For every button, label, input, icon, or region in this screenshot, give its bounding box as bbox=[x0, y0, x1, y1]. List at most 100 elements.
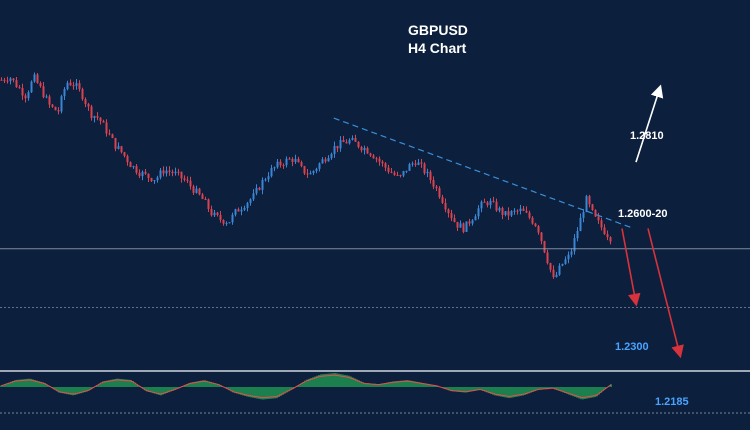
candle-body bbox=[243, 208, 246, 210]
candle-body bbox=[279, 161, 282, 166]
candle-body bbox=[324, 159, 327, 162]
candle-body bbox=[210, 209, 213, 216]
candle-body bbox=[468, 221, 471, 224]
candle-body bbox=[576, 231, 579, 239]
candle-body bbox=[411, 163, 414, 165]
chart-subtitle: H4 Chart bbox=[408, 40, 467, 56]
candle-body bbox=[579, 217, 582, 232]
projection-arrows bbox=[621, 84, 684, 359]
candle-body bbox=[582, 211, 585, 218]
candle-body bbox=[60, 96, 63, 112]
candle-body bbox=[453, 218, 456, 222]
candle-body bbox=[375, 158, 378, 160]
candle-body bbox=[606, 234, 609, 238]
chart-title: GBPUSD bbox=[408, 22, 468, 38]
candle-body bbox=[237, 209, 240, 212]
candle-body bbox=[399, 175, 402, 177]
candle-body bbox=[150, 178, 153, 182]
candle-body bbox=[426, 171, 429, 174]
candle-body bbox=[183, 178, 186, 180]
candle-body bbox=[216, 212, 219, 215]
candle-body bbox=[192, 186, 195, 193]
candle-body bbox=[84, 99, 87, 105]
candle-body bbox=[330, 153, 333, 158]
projection-arrow-0 bbox=[635, 84, 664, 163]
candle-body bbox=[264, 179, 267, 181]
candle-body bbox=[207, 199, 210, 210]
candle-body bbox=[510, 211, 513, 216]
candle-body bbox=[480, 201, 483, 209]
candle-body bbox=[507, 211, 510, 216]
candle-body bbox=[105, 122, 108, 134]
candle-body bbox=[393, 172, 396, 175]
candle-body bbox=[423, 163, 426, 174]
candle-body bbox=[90, 106, 93, 118]
candle-body bbox=[18, 87, 21, 89]
candle-body bbox=[288, 158, 291, 160]
candle-body bbox=[168, 170, 171, 172]
candle-body bbox=[432, 179, 435, 187]
candle-body bbox=[492, 200, 495, 202]
candle-body bbox=[120, 146, 123, 153]
candle-body bbox=[378, 158, 381, 162]
candle-body bbox=[381, 161, 384, 164]
candle-body bbox=[528, 212, 531, 218]
candle-body bbox=[366, 148, 369, 154]
level-label-1-2185: 1.2185 bbox=[655, 396, 689, 408]
candle-body bbox=[519, 208, 522, 211]
candle-body bbox=[27, 92, 30, 99]
candle-body bbox=[543, 241, 546, 253]
level-label-1-2300: 1.2300 bbox=[615, 341, 649, 353]
projection-arrow-2 bbox=[647, 228, 684, 359]
candle-body bbox=[390, 171, 393, 173]
candle-body bbox=[522, 208, 525, 211]
candle-body bbox=[42, 86, 45, 98]
trendline-layer bbox=[333, 117, 634, 230]
candle-body bbox=[117, 146, 120, 149]
candle-body bbox=[261, 180, 264, 190]
candle-body bbox=[294, 158, 297, 162]
candle-body bbox=[96, 116, 99, 118]
candle-body bbox=[477, 208, 480, 217]
candle-body bbox=[108, 133, 111, 135]
candle-body bbox=[321, 159, 324, 164]
candle-body bbox=[306, 173, 309, 175]
candle-body bbox=[147, 173, 150, 179]
candle-body bbox=[171, 171, 174, 174]
candle-body bbox=[465, 221, 468, 232]
candle-body bbox=[81, 89, 84, 100]
candle-body bbox=[495, 201, 498, 211]
candle-body bbox=[471, 220, 474, 224]
candle-body bbox=[141, 171, 144, 177]
candle-body bbox=[3, 79, 6, 81]
candle-body bbox=[195, 188, 198, 193]
candle-body bbox=[63, 89, 66, 97]
candle-body bbox=[267, 176, 270, 180]
candle-body bbox=[69, 82, 72, 86]
level-label-1-2600-20: 1.2600-20 bbox=[618, 208, 668, 220]
candle-body bbox=[186, 179, 189, 181]
candle-body bbox=[0, 79, 3, 81]
candle-body bbox=[414, 163, 417, 165]
candle-body bbox=[525, 210, 528, 213]
candle-body bbox=[189, 180, 192, 187]
candle-body bbox=[198, 188, 201, 195]
candle-body bbox=[33, 74, 36, 82]
candle-body bbox=[36, 74, 39, 84]
candle-body bbox=[555, 274, 558, 278]
candle-body bbox=[228, 222, 231, 224]
candle-body bbox=[486, 202, 489, 206]
candle-body bbox=[144, 171, 147, 174]
candle-body bbox=[546, 252, 549, 264]
candle-body bbox=[441, 197, 444, 203]
candle-body bbox=[174, 171, 177, 174]
candle-body bbox=[333, 145, 336, 154]
candle-body bbox=[549, 263, 552, 270]
candle-body bbox=[372, 155, 375, 159]
candle-body bbox=[135, 166, 138, 173]
candle-body bbox=[48, 96, 51, 105]
candle-body bbox=[459, 223, 462, 228]
candle-body bbox=[285, 158, 288, 166]
candle-body bbox=[201, 194, 204, 200]
candle-body bbox=[594, 209, 597, 217]
